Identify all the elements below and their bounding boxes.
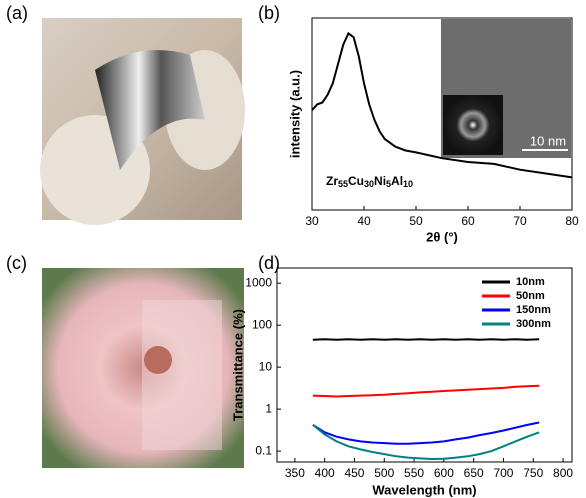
element: Cu xyxy=(348,174,364,188)
x-tick-label: 400 xyxy=(315,466,335,480)
x-tick-label: 350 xyxy=(285,466,305,480)
y-tick-label: 100 xyxy=(252,317,272,331)
y-tick-label: 1 xyxy=(265,401,272,415)
y-tick-label: 10 xyxy=(259,359,273,373)
composition-label: Zr55Cu30Ni5Al10 xyxy=(326,174,413,189)
tem-inset: 10 nm xyxy=(441,19,571,158)
legend-label: 300nm xyxy=(516,318,551,330)
element: Zr xyxy=(326,174,338,188)
y-axis-label: intensity (a.u.) xyxy=(287,70,302,158)
panel-label: (a) xyxy=(6,3,28,23)
x-tick-label: 550 xyxy=(404,466,424,480)
element: Al xyxy=(391,174,403,188)
x-axis-label: Wavelength (nm) xyxy=(372,482,476,497)
element: Ni xyxy=(374,174,386,188)
x-tick-label: 500 xyxy=(374,466,394,480)
photo-c xyxy=(42,268,244,468)
y-axis-label: Transmittance (%) xyxy=(230,309,245,421)
scale-bar-label: 10 nm xyxy=(530,133,566,148)
panel-label: (c) xyxy=(6,253,27,273)
figure: (a) (b) (c) (d) 10 nm Zr55Cu30Ni5Al10 30… xyxy=(0,0,586,498)
data-line xyxy=(313,386,539,397)
x-axis-label: 2θ (°) xyxy=(426,229,458,244)
x-tick-label: 30 xyxy=(305,214,319,228)
subscript: 30 xyxy=(364,179,374,189)
legend-label: 50nm xyxy=(516,290,545,302)
x-tick-label: 40 xyxy=(357,214,371,228)
x-tick-label: 650 xyxy=(464,466,484,480)
x-tick-label: 80 xyxy=(565,214,579,228)
x-tick-label: 800 xyxy=(553,466,573,480)
subscript: 10 xyxy=(403,179,413,189)
legend-label: 10nm xyxy=(516,276,545,288)
x-tick-label: 70 xyxy=(513,214,527,228)
x-tick-label: 60 xyxy=(461,214,475,228)
x-tick-label: 450 xyxy=(344,466,364,480)
x-tick-label: 700 xyxy=(493,466,513,480)
legend-label: 150nm xyxy=(516,304,551,316)
photo-a xyxy=(40,18,245,225)
x-tick-label: 750 xyxy=(523,466,543,480)
subscript: 55 xyxy=(338,179,348,189)
y-tick-label: 1000 xyxy=(245,275,272,289)
data-line xyxy=(313,423,539,444)
panel-label: (b) xyxy=(258,3,280,23)
y-tick-label: 0.1 xyxy=(255,443,272,457)
x-tick-label: 50 xyxy=(409,214,423,228)
x-tick-label: 600 xyxy=(434,466,454,480)
